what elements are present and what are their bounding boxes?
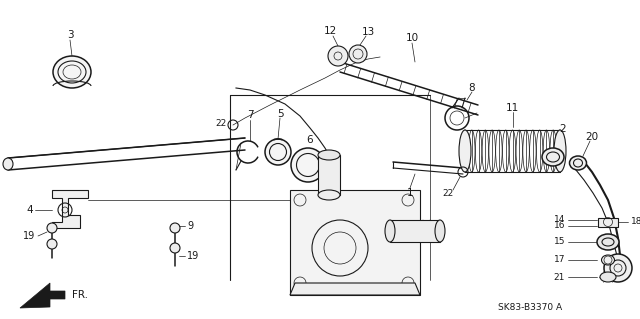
Text: 4: 4 — [26, 205, 33, 215]
Circle shape — [328, 46, 348, 66]
Ellipse shape — [597, 234, 619, 250]
Ellipse shape — [318, 150, 340, 160]
Ellipse shape — [600, 272, 616, 282]
Text: 9: 9 — [187, 221, 193, 231]
Circle shape — [349, 45, 367, 63]
Text: 2: 2 — [560, 124, 566, 134]
Text: 1: 1 — [406, 188, 413, 198]
Text: 7: 7 — [246, 110, 253, 120]
Bar — [598, 218, 618, 227]
Circle shape — [170, 223, 180, 233]
Polygon shape — [20, 283, 65, 308]
Ellipse shape — [542, 148, 564, 166]
Ellipse shape — [53, 56, 91, 88]
Text: 19: 19 — [23, 231, 35, 241]
Text: 14: 14 — [554, 216, 565, 225]
Bar — [390, 220, 440, 242]
Ellipse shape — [435, 220, 445, 242]
Text: 18: 18 — [631, 218, 640, 226]
Ellipse shape — [602, 255, 614, 265]
Ellipse shape — [318, 190, 340, 200]
Text: SK83-B3370 A: SK83-B3370 A — [498, 303, 562, 313]
Ellipse shape — [265, 139, 291, 165]
Bar — [318, 155, 340, 195]
Text: 6: 6 — [307, 135, 314, 145]
Text: 10: 10 — [405, 33, 419, 43]
Circle shape — [604, 254, 632, 282]
Text: 20: 20 — [586, 132, 598, 142]
Text: 12: 12 — [323, 26, 337, 36]
Text: 17: 17 — [554, 256, 565, 264]
Text: 22: 22 — [215, 118, 227, 128]
Text: 22: 22 — [442, 189, 454, 198]
Text: 13: 13 — [362, 27, 374, 37]
Polygon shape — [290, 283, 420, 295]
Ellipse shape — [385, 220, 395, 242]
Text: 16: 16 — [554, 221, 565, 231]
Circle shape — [47, 239, 57, 249]
Text: 5: 5 — [276, 109, 284, 119]
Text: 11: 11 — [506, 103, 519, 113]
Polygon shape — [52, 190, 88, 228]
Text: 15: 15 — [554, 238, 565, 247]
Ellipse shape — [459, 130, 471, 172]
Text: 19: 19 — [187, 251, 199, 261]
Ellipse shape — [291, 148, 325, 182]
Text: 8: 8 — [468, 83, 476, 93]
Ellipse shape — [3, 158, 13, 170]
Circle shape — [170, 243, 180, 253]
Text: FR.: FR. — [72, 290, 88, 300]
Ellipse shape — [554, 130, 566, 172]
Circle shape — [47, 223, 57, 233]
Text: 3: 3 — [67, 30, 74, 40]
Text: 21: 21 — [554, 272, 565, 281]
Polygon shape — [290, 190, 420, 295]
Ellipse shape — [570, 156, 586, 170]
